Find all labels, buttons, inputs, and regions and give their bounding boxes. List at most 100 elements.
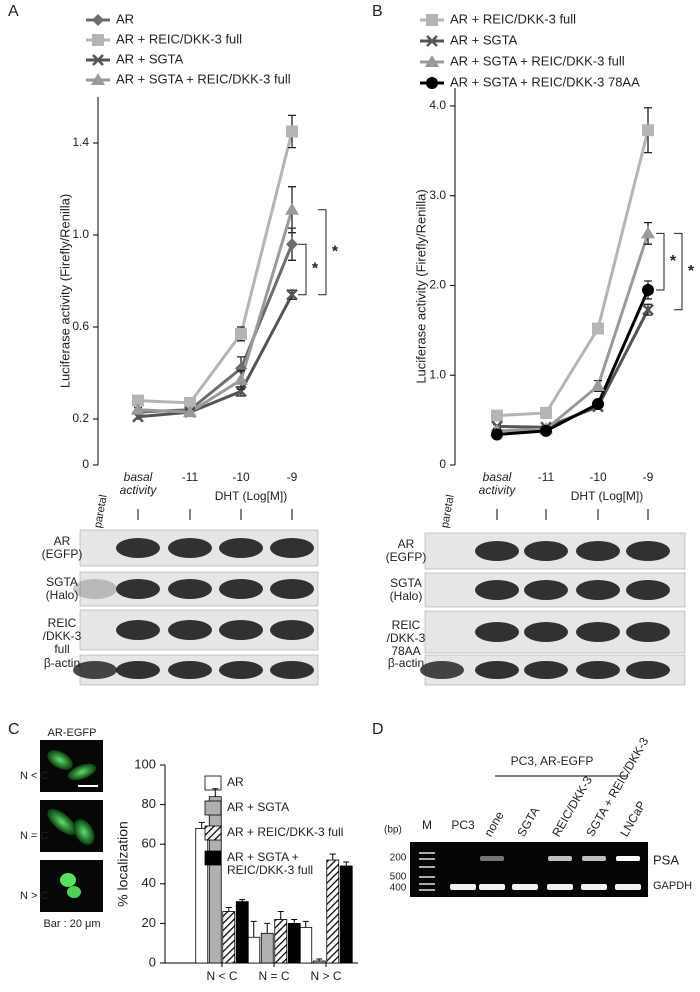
y-axis-label: Luciferase activity (Firefly/Renilla) [57,194,72,388]
blot-band [475,541,519,561]
bar [260,932,274,964]
bar [222,911,236,964]
marker [91,73,105,85]
y-tick-label: 100 [134,756,156,771]
micrograph-row-label: N < C [20,770,48,782]
y-tick-label: 20 [142,915,156,930]
significance-star: * [312,261,319,278]
significance-star: * [688,263,695,280]
legend-label: AR + REIC/DKK-3 full [227,825,344,839]
blot-row-label: SGTA (Halo) [45,575,79,602]
x-tick-label: basal activity [119,470,157,497]
error-bar [212,788,219,797]
series-line [496,289,650,436]
bar [235,901,249,964]
y-tick-label: 0 [149,954,156,969]
blot-row-label: REIC /DKK-3 full [42,616,82,656]
blot-band [219,579,263,599]
series-line [137,243,294,414]
marker [491,428,503,441]
error-bar [291,918,298,924]
legend-label: AR + REIC/DKK-3 full [116,31,242,46]
marker [426,35,438,47]
gel-ladder-band [419,876,435,878]
legend-swatch [204,800,222,816]
lane-label: paretal [92,494,110,529]
x-tick-label: -9 [286,470,298,484]
y-axis-label: Luciferase activity (Firefly/Renilla) [413,189,428,383]
y-tick-label: 1.0 [429,367,446,381]
y-tick-label: 80 [142,796,156,811]
bar [299,926,313,964]
micrograph-title: AR-EGFP [48,727,97,739]
legend-label: AR [116,11,134,26]
micrograph-row-label: N = C [20,830,48,842]
blot-band [576,622,620,642]
y-tick-label: 1.4 [72,135,89,149]
gel-band-label: GAPDH [653,880,692,892]
marker [235,327,247,340]
blot-band [73,579,117,599]
gel-band [616,856,640,861]
gel-ladder-band [419,883,435,885]
y-tick-label: 0 [82,457,89,471]
gel-lane-label: PC3 [451,818,475,832]
significance-bracket [298,243,307,296]
gel-size-mark: 500 [390,872,407,883]
marker [426,14,438,26]
blot-band [626,541,670,561]
gel-size-mark: 200 [390,853,407,864]
bar [312,960,326,964]
y-tick-label: 2.0 [429,278,446,292]
blot-row-label: AR (EGFP) [385,537,427,564]
blot-band [524,661,568,679]
marker [235,362,247,375]
significance-star: * [670,253,677,270]
series-line [496,232,650,433]
error-bar [343,861,350,866]
blot-band [420,661,464,679]
gel-ladder-band [419,858,435,860]
bar [287,923,301,964]
error-bar [264,922,271,934]
blot-band [475,580,519,600]
gel-band [548,856,572,861]
legend-label: AR + SGTA + REIC/DKK-3 full [450,53,625,68]
gel-ladder-band [419,852,435,854]
gel-band [450,884,476,890]
legend-label: AR + SGTA + REIC/DKK-3 full [227,850,314,877]
marker [642,283,654,296]
gel-band [547,884,573,890]
blot-row-label: β-actin [387,656,425,670]
legend-swatch [204,850,222,866]
blot-band [475,661,519,679]
gel-band-label: PSA [653,852,679,867]
legend-label: AR [227,775,244,789]
marker [184,396,196,409]
panel-letter: B [372,3,383,20]
blot-row-label: AR (EGFP) [41,534,83,561]
gel-band [512,884,538,890]
blot-band [219,661,263,679]
y-tick-label: 40 [142,875,156,890]
error-bar [302,920,309,928]
legend-label: AR + SGTA [450,32,518,47]
marker [641,226,655,239]
marker [92,14,104,26]
x-tick-label: -11 [181,470,199,484]
marker [286,288,298,301]
blot-band [524,622,568,642]
error-bar [225,907,232,912]
gel-size-mark: 400 [390,883,407,894]
blot-band [168,538,212,558]
gel-band [582,856,606,861]
marker [234,372,248,385]
blot-band [219,538,263,558]
bar [339,865,353,964]
blot-band [270,661,314,679]
gel-ladder-band [419,866,435,868]
significance-bracket [656,232,665,291]
blot-band [116,579,160,599]
marker [592,397,604,410]
blot-band [219,620,263,640]
